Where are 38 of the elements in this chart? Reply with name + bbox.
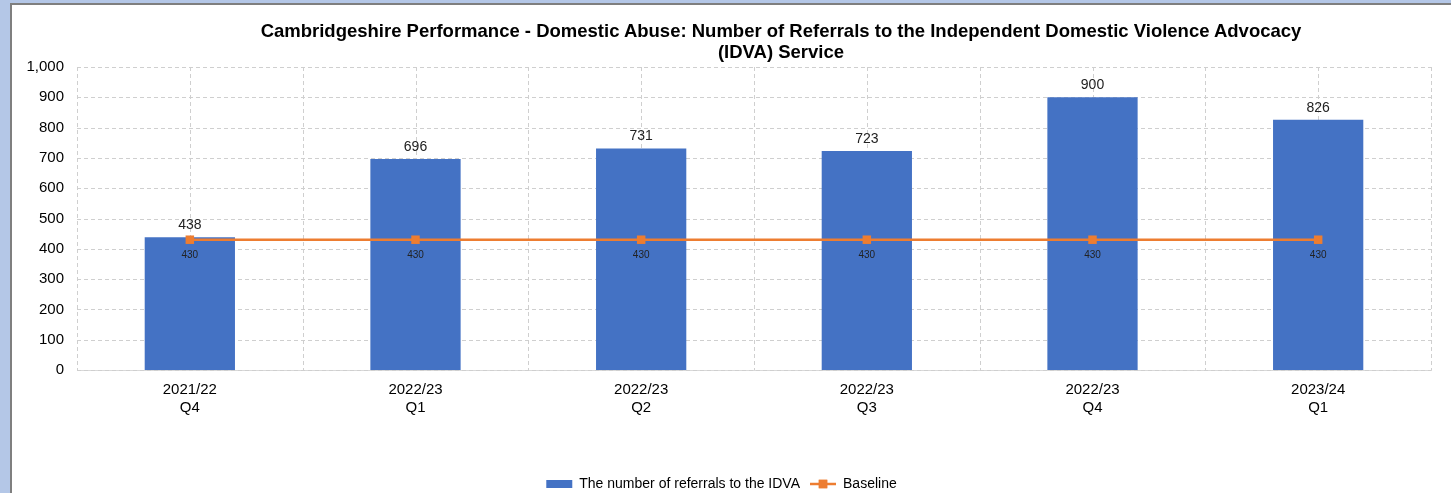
x-tick-label: 2022/23 Q4 (1065, 380, 1120, 416)
data-label: 723 (855, 129, 879, 146)
legend-label: The number of referrals to the IDVA (579, 474, 801, 491)
y-tick-label: 1,000 (26, 57, 64, 75)
y-tick-label: 100 (38, 329, 64, 347)
y-tick-label: 400 (38, 238, 64, 256)
y-tick-label: 300 (38, 269, 64, 287)
data-label: 430 (181, 249, 199, 261)
data-label: 430 (1084, 249, 1102, 261)
y-tick-label: 600 (38, 178, 64, 196)
x-tick-label: 2023/24 Q1 (1291, 380, 1346, 416)
chart-title: Cambridgeshire Performance - Domestic Abuse: Number of Referrals to the Independent Domestic Violence Advocacy (IDVA) Service (259, 20, 1303, 62)
bar (1047, 97, 1138, 370)
data-label: 731 (629, 127, 654, 144)
y-tick-label: 0 (55, 360, 64, 378)
y-tick-label: 200 (38, 299, 64, 317)
bar (821, 150, 912, 370)
legend-label: Baseline (843, 474, 897, 491)
y-tick-label: 900 (38, 87, 64, 105)
y-tick-label: 800 (38, 117, 64, 135)
bar (144, 237, 235, 370)
data-label: 900 (1080, 76, 1105, 93)
bar (1273, 119, 1364, 370)
x-tick-label: 2022/23 Q3 (839, 380, 894, 416)
y-tick-label: 700 (38, 148, 64, 166)
x-tick-label: 2022/23 Q1 (388, 380, 443, 416)
data-label: 826 (1306, 98, 1331, 115)
data-label: 430 (632, 249, 650, 261)
bar (596, 148, 687, 370)
bar (370, 159, 461, 370)
data-label: 430 (407, 249, 425, 261)
x-tick-label: 2022/23 Q2 (614, 380, 669, 416)
data-label: 438 (178, 216, 202, 233)
data-label: 430 (1309, 249, 1327, 261)
data-label: 430 (858, 249, 876, 261)
y-tick-label: 500 (38, 208, 64, 226)
x-tick-label: 2021/22 Q4 (162, 380, 217, 416)
data-label: 696 (403, 137, 428, 154)
